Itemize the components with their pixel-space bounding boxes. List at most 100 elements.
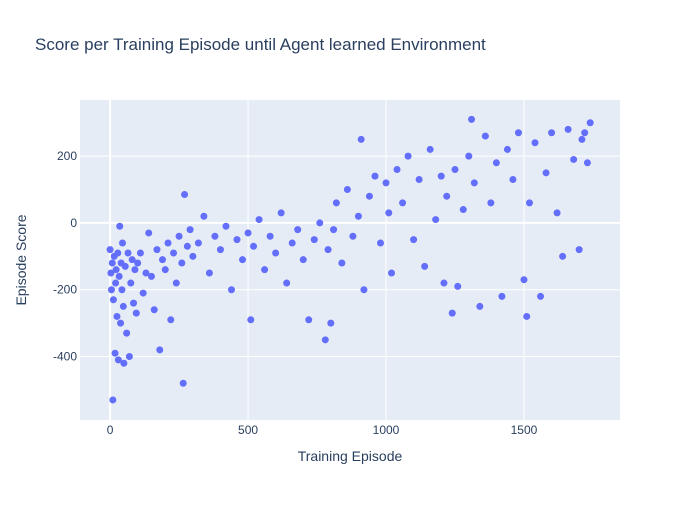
data-point [107,269,115,277]
data-point [305,316,313,324]
data-point [523,312,531,320]
data-point [178,259,186,267]
data-point [564,125,572,133]
data-point [161,266,169,274]
chart-title: Score per Training Episode until Agent l… [35,35,486,54]
data-point [194,239,202,247]
data-point [299,256,307,264]
data-point [583,159,591,167]
data-point [127,279,135,287]
data-point [575,246,583,254]
data-point [266,232,274,240]
data-point [108,259,116,267]
y-tick-label: -200 [53,283,77,297]
data-point [559,252,567,260]
data-point [156,346,164,354]
data-point [125,353,133,361]
data-point [200,212,208,220]
data-point [123,329,131,337]
data-point [222,222,230,230]
data-point [324,246,332,254]
data-point [393,165,401,173]
data-point [382,179,390,187]
data-point [581,129,589,137]
data-point [128,256,136,264]
data-point [570,155,578,163]
data-point [167,316,175,324]
data-point [553,209,561,217]
data-point [130,299,138,307]
data-point [112,266,120,274]
data-point [216,246,224,254]
data-point [172,279,180,287]
data-point [492,159,500,167]
data-point [454,282,462,290]
data-point [349,232,357,240]
x-tick-label: 1000 [373,423,400,437]
y-tick-label: 0 [70,216,77,230]
data-point [459,206,467,214]
data-point [421,262,429,270]
data-point [139,289,147,297]
x-tick-label: 500 [238,423,258,437]
data-point [404,152,412,160]
data-point [114,356,122,364]
y-tick-label: -400 [53,350,77,364]
data-point [250,242,258,250]
data-point [147,272,155,280]
data-point [481,132,489,140]
data-point [310,236,318,244]
data-point [112,279,120,287]
data-point [109,296,117,304]
data-point [354,212,362,220]
data-point [205,269,213,277]
data-point [525,199,533,207]
data-point [117,319,125,327]
data-point [131,266,139,274]
data-point [520,276,528,284]
data-point [109,396,117,404]
data-point [432,216,440,224]
data-point [376,239,384,247]
data-point [578,135,586,143]
data-point [388,269,396,277]
data-point [548,129,556,137]
data-point [124,249,132,257]
data-point [186,226,194,234]
data-point [272,249,280,257]
data-point [121,262,129,270]
data-point [476,302,484,310]
data-point [514,129,522,137]
data-point [357,135,365,143]
data-point [277,209,285,217]
data-point [426,145,434,153]
data-point [239,256,247,264]
data-point [448,309,456,317]
data-point [183,242,191,250]
data-point [415,175,423,183]
data-point [106,246,114,254]
data-point [468,115,476,123]
x-tick-label: 0 [107,423,114,437]
data-point [181,191,189,199]
data-point [244,229,252,237]
data-point [113,312,121,320]
data-point [343,186,351,194]
y-tick-label: 200 [57,149,77,163]
data-point [586,119,594,127]
data-point [288,239,296,247]
data-point [332,199,340,207]
data-point [498,292,506,300]
data-point [227,286,235,294]
data-point [509,175,517,183]
x-axis-title: Training Episode [298,448,403,464]
data-point [321,336,329,344]
data-point [283,279,291,287]
data-point [470,179,478,187]
data-point [136,249,144,257]
data-point [170,249,178,257]
data-point [487,199,495,207]
data-point [116,222,124,230]
data-point [327,319,335,327]
